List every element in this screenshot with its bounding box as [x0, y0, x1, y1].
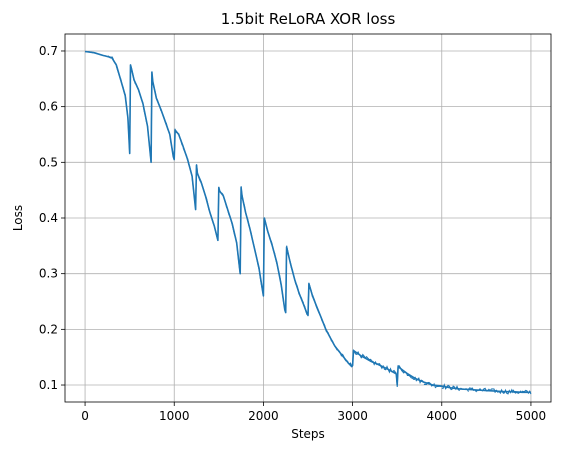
x-tick-label: 0 [81, 409, 89, 423]
series-noise [84, 50, 532, 395]
grid [65, 34, 551, 402]
x-tick-label: 3000 [337, 409, 368, 423]
y-tick-label: 0.1 [39, 378, 58, 392]
y-axis-label: Loss [11, 205, 25, 231]
y-tick-label: 0.3 [39, 267, 58, 281]
y-tick-label: 0.4 [39, 211, 58, 225]
y-tick-label: 0.2 [39, 322, 58, 336]
x-axis: 0 1000 2000 3000 4000 5000 [81, 402, 546, 423]
x-tick-label: 4000 [426, 409, 457, 423]
x-tick-label: 1000 [159, 409, 190, 423]
y-tick-label: 0.7 [39, 44, 58, 58]
y-tick-label: 0.5 [39, 155, 58, 169]
x-tick-label: 5000 [516, 409, 547, 423]
x-axis-label: Steps [291, 427, 325, 441]
x-tick-label: 2000 [248, 409, 279, 423]
y-axis: 0.1 0.2 0.3 0.4 0.5 0.6 0.7 [39, 44, 65, 392]
chart-title: 1.5bit ReLoRA XOR loss [221, 10, 396, 28]
series-layer [84, 50, 532, 395]
y-tick-label: 0.6 [39, 100, 58, 114]
